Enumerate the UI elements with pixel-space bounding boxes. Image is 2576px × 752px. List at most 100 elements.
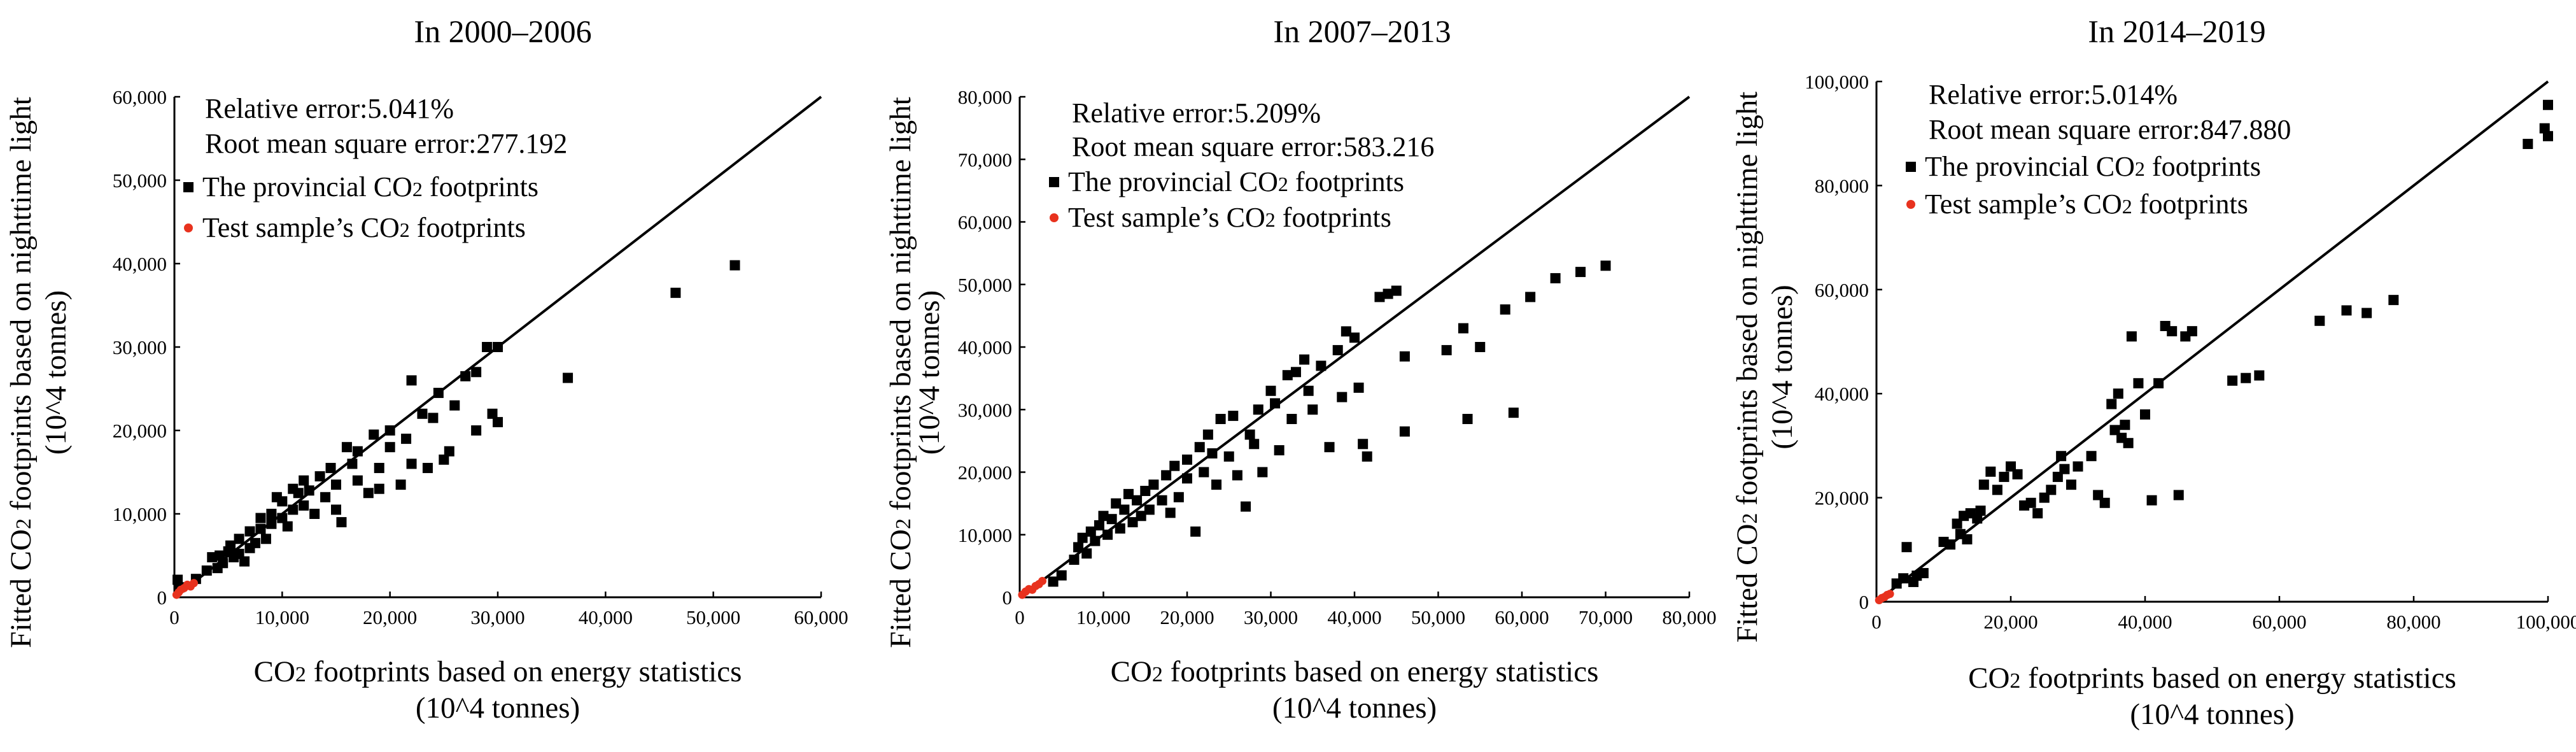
x-tick-label: 30,000	[470, 606, 524, 628]
x-tick-label: 100,000	[2516, 611, 2576, 633]
relative-error-text: Relative error:5.209%	[1072, 97, 1321, 129]
data-point	[1374, 292, 1385, 302]
data-point	[1962, 534, 1973, 544]
data-point	[2099, 497, 2110, 508]
y-tick-label: 30,000	[113, 336, 167, 358]
data-point	[2046, 485, 2057, 495]
data-point	[234, 534, 244, 544]
data-point	[1165, 507, 1176, 518]
y-axis-unit: (10^4 tonnes)	[913, 290, 946, 455]
data-point	[255, 513, 266, 523]
series-test-sample	[1018, 576, 1047, 599]
data-point	[1462, 413, 1473, 424]
data-point	[309, 509, 320, 519]
data-point	[1399, 351, 1410, 362]
data-point	[331, 504, 341, 515]
rmse-text: Root mean square error:583.216	[1072, 131, 1434, 162]
data-point	[314, 471, 325, 482]
data-point	[1600, 260, 1611, 271]
data-point	[1307, 404, 1318, 415]
chart-panel-3: In 2014–2019 0 20,000 40,000 60,000 80,000 100…	[1731, 13, 2576, 731]
data-point	[395, 479, 406, 490]
data-point	[2086, 451, 2097, 462]
data-point	[2254, 370, 2265, 381]
data-point	[1290, 367, 1301, 378]
data-point	[2073, 461, 2083, 472]
data-point	[2167, 326, 2178, 337]
x-axis-label: CO2 footprints based on energy statistic…	[254, 655, 742, 688]
data-point	[1975, 506, 1986, 516]
legend-label: Test sample’s CO2 footprints	[1068, 202, 1391, 233]
data-point	[1441, 344, 1452, 355]
data-point	[384, 442, 395, 453]
x-tick-label: 0	[1871, 611, 1882, 633]
data-point	[225, 540, 236, 551]
data-point	[1341, 326, 1351, 337]
data-point	[2543, 99, 2553, 110]
data-point	[266, 518, 277, 529]
data-point	[1353, 382, 1364, 393]
data-point	[1102, 529, 1113, 540]
data-point	[266, 509, 277, 519]
test-point	[1038, 576, 1047, 585]
data-point	[277, 513, 288, 523]
data-point	[493, 416, 503, 427]
data-point	[2120, 420, 2130, 430]
data-point	[1362, 451, 1372, 462]
data-point	[2341, 305, 2352, 316]
data-point	[2056, 451, 2067, 462]
data-point	[1391, 285, 1402, 296]
data-point	[218, 558, 229, 569]
y-tick-label: 50,000	[113, 169, 167, 192]
data-point	[1081, 548, 1092, 559]
data-point	[1119, 504, 1130, 515]
data-point	[1992, 485, 2002, 495]
data-point	[406, 375, 417, 386]
x-axis-label: CO2 footprints based on energy statistic…	[1968, 662, 2456, 695]
data-point	[2039, 492, 2050, 503]
data-point	[2539, 123, 2550, 134]
data-point	[2126, 331, 2137, 342]
data-point	[304, 485, 314, 496]
data-point	[1223, 451, 1234, 462]
data-point	[299, 500, 309, 511]
data-point	[2361, 308, 2372, 318]
data-point	[1952, 518, 1962, 529]
data-point	[352, 475, 363, 486]
data-point	[2066, 479, 2076, 490]
data-point	[2052, 471, 2063, 482]
data-point	[2153, 378, 2164, 388]
data-point	[1161, 470, 1172, 481]
data-point	[439, 454, 449, 465]
x-tick-label: 30,000	[1244, 606, 1298, 628]
data-point	[384, 425, 395, 436]
data-point	[2012, 469, 2023, 479]
chart-title: In 2007–2013	[1273, 13, 1451, 49]
x-axis-unit: (10^4 tonnes)	[2130, 698, 2294, 731]
x-tick-label: 20,000	[1983, 611, 2038, 633]
data-point	[2032, 508, 2043, 519]
x-axis-unit: (10^4 tonnes)	[1272, 692, 1437, 725]
data-point	[1106, 514, 1117, 525]
data-point	[1249, 439, 1260, 450]
data-point	[1090, 536, 1101, 546]
data-point	[1211, 479, 1222, 490]
x-tick-label: 10,000	[1076, 606, 1130, 628]
data-point	[563, 372, 574, 383]
data-point	[293, 488, 304, 499]
data-point	[341, 442, 352, 453]
data-point	[1048, 576, 1059, 587]
data-point	[1972, 513, 1983, 524]
legend-marker-circle	[1050, 213, 1059, 222]
data-point	[1525, 292, 1536, 302]
data-point	[2173, 490, 2184, 500]
data-point	[2093, 490, 2104, 500]
x-tick-label: 80,000	[2386, 611, 2440, 633]
data-point	[2314, 315, 2325, 326]
data-point	[1303, 385, 1314, 396]
data-point	[471, 425, 482, 436]
data-point	[1358, 439, 1369, 450]
data-point	[670, 287, 681, 298]
y-tick-label: 20,000	[113, 420, 167, 442]
